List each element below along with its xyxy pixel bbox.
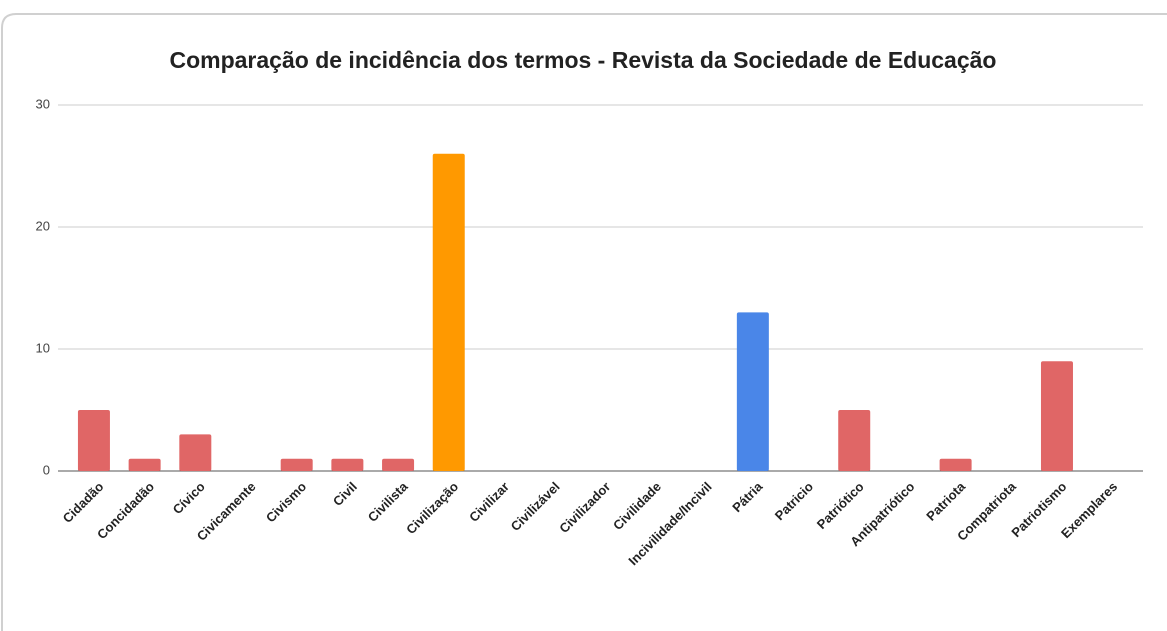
x-tick-label: Civilista — [365, 478, 411, 524]
y-tick-label: 10 — [36, 340, 50, 355]
bar — [128, 458, 161, 471]
bar — [77, 410, 110, 471]
x-tick-label: Civilizar — [466, 479, 512, 525]
x-tick-label: Civil — [330, 479, 360, 509]
x-tick-label: Patricio — [772, 479, 816, 523]
x-tick-label: Patriota — [923, 478, 968, 523]
x-tick-label: Civismo — [263, 479, 309, 525]
bar — [331, 458, 364, 471]
y-tick-label: 20 — [36, 218, 50, 233]
bar — [432, 153, 465, 472]
chart-title: Comparação de incidência dos termos - Re… — [169, 47, 996, 73]
x-tick-label: Cidadão — [60, 479, 107, 526]
x-tick-label: Cívico — [170, 479, 208, 517]
x-tick-label: Civilizável — [508, 479, 563, 534]
bar — [736, 312, 769, 471]
card-border — [1, 13, 1167, 631]
y-tick-label: 0 — [43, 462, 50, 477]
bar — [838, 410, 871, 471]
bar — [939, 458, 972, 471]
x-tick-label: Civilidade — [610, 479, 664, 533]
bar — [1040, 361, 1073, 471]
x-tick-label: Pátria — [729, 478, 766, 515]
x-tick-label: Civilizador — [556, 479, 613, 536]
bar — [179, 434, 212, 471]
bar — [280, 458, 313, 471]
x-tick-label: Patriótico — [814, 479, 867, 532]
x-tick-label: Civilização — [403, 479, 461, 537]
y-tick-label: 30 — [36, 96, 50, 111]
bar — [382, 458, 415, 471]
